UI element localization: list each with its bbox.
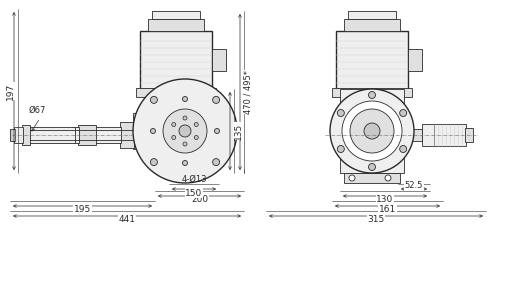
Bar [344,173,400,183]
Bar [28,127,75,143]
Text: 315: 315 [367,215,385,225]
Bar [140,31,212,89]
Text: 150: 150 [185,188,203,197]
Circle shape [163,109,207,153]
Circle shape [214,129,219,133]
Bar [344,96,400,105]
Bar [332,88,412,97]
Bar [10,129,15,141]
Circle shape [160,165,166,171]
Bar [422,124,434,146]
Circle shape [213,96,219,103]
Circle shape [179,125,191,137]
Circle shape [172,122,176,126]
Circle shape [342,101,402,161]
Text: 441: 441 [119,215,136,225]
Circle shape [183,161,188,166]
Bar [394,129,422,141]
Circle shape [183,142,187,146]
Circle shape [400,145,407,152]
Circle shape [186,165,192,171]
Circle shape [194,122,198,126]
Bar [155,163,197,173]
Text: 52.5: 52.5 [405,181,423,191]
Bar [344,19,400,31]
Circle shape [337,145,344,152]
Circle shape [183,96,188,102]
Text: Ø67: Ø67 [28,106,46,115]
Bar [74,127,79,143]
Bar [434,124,466,146]
Bar [152,11,200,19]
Bar [212,49,226,71]
Bar [148,115,204,167]
Circle shape [213,159,219,166]
Circle shape [133,79,237,183]
Text: 200: 200 [191,196,208,204]
Bar [133,113,185,149]
Bar [136,88,216,97]
Bar [348,11,396,19]
Circle shape [369,91,375,99]
Circle shape [369,163,375,170]
Circle shape [194,136,198,140]
Text: 470 / 495*: 470 / 495* [243,70,253,114]
Text: 197: 197 [6,82,15,100]
Bar [336,31,408,89]
Bar [120,122,134,148]
Text: 130: 130 [376,196,394,204]
Bar [14,127,23,143]
Circle shape [350,109,394,153]
Circle shape [385,175,391,181]
Bar [22,125,30,145]
Bar [408,49,422,71]
Circle shape [337,110,344,117]
Text: 4-Ø13: 4-Ø13 [181,175,207,184]
Bar [148,19,204,31]
Bar [332,119,340,143]
Bar [340,89,404,173]
Text: 161: 161 [379,206,396,215]
Bar [465,128,473,142]
Bar [148,96,204,105]
Circle shape [150,159,158,166]
Bar [95,127,121,143]
Circle shape [364,123,380,139]
Text: 135: 135 [233,122,242,140]
Circle shape [400,110,407,117]
Text: 195: 195 [74,206,91,215]
Circle shape [150,129,155,133]
Bar [78,125,96,145]
Circle shape [349,175,355,181]
Circle shape [183,116,187,120]
Circle shape [150,96,158,103]
Circle shape [330,89,414,173]
Circle shape [172,136,176,140]
